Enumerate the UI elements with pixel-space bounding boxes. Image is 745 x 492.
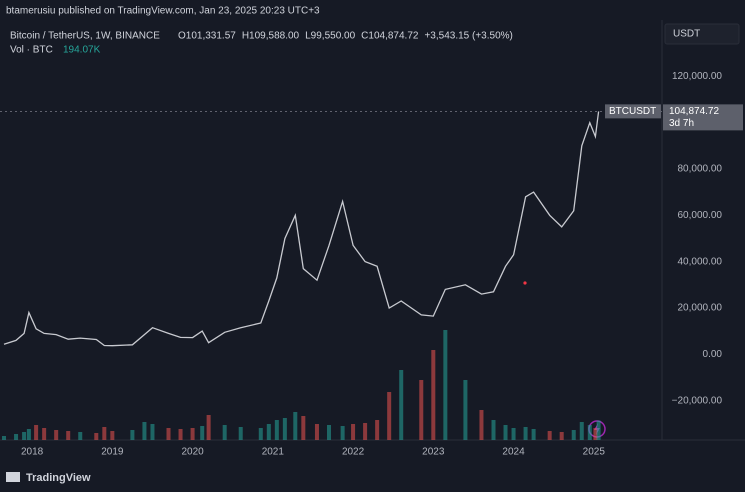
symbol-tag-box bbox=[605, 104, 661, 119]
x-tick-label: 2019 bbox=[101, 447, 124, 458]
volume-bar bbox=[511, 428, 516, 440]
volume-bar bbox=[491, 420, 496, 440]
x-tick-label: 2025 bbox=[583, 447, 606, 458]
volume-bar bbox=[387, 392, 392, 440]
volume-bar bbox=[130, 430, 135, 440]
y-tick-label: 120,000.00 bbox=[672, 71, 722, 82]
volume-bar bbox=[293, 412, 298, 440]
volume-bar bbox=[463, 380, 468, 440]
volume-bar bbox=[503, 425, 508, 440]
last-price: 104,874.72 bbox=[669, 106, 719, 117]
x-tick-label: 2018 bbox=[21, 447, 44, 458]
volume-bar bbox=[547, 431, 552, 440]
symbol-tag: BTCUSDT bbox=[609, 106, 656, 117]
volume-bar bbox=[314, 424, 319, 440]
volume-bar bbox=[200, 426, 205, 440]
volume-bar bbox=[258, 428, 263, 440]
volume-bar bbox=[166, 428, 171, 440]
volume-bar bbox=[102, 427, 107, 440]
symbol: Bitcoin / TetherUS, 1W, BINANCE bbox=[10, 31, 160, 42]
volume-bar bbox=[222, 425, 227, 440]
currency: USDT bbox=[673, 29, 700, 40]
volume-bar bbox=[266, 424, 271, 440]
volume-bar bbox=[142, 422, 147, 440]
y-tick-label: 20,000.00 bbox=[678, 303, 723, 314]
volume-bar bbox=[531, 429, 536, 440]
y-tick-label: 80,000.00 bbox=[678, 164, 723, 175]
volume-bar bbox=[150, 424, 155, 440]
volume-bar bbox=[14, 434, 19, 440]
y-tick-label: 0.00 bbox=[703, 349, 723, 360]
publisher-note: btamerusiu published on TradingView.com,… bbox=[6, 6, 320, 17]
volume-bar bbox=[190, 428, 195, 440]
volume-bar bbox=[178, 429, 183, 440]
volume-bar bbox=[579, 422, 584, 440]
volume-bar bbox=[351, 424, 356, 440]
volume-bar bbox=[26, 429, 31, 440]
volume-bar bbox=[587, 425, 592, 440]
ohlc-value: O101,331.57 bbox=[178, 31, 236, 42]
volume-bar bbox=[523, 427, 528, 440]
volume-bar bbox=[593, 428, 598, 440]
ohlc-value: L99,550.00 bbox=[305, 31, 355, 42]
volume-last: 194.07K bbox=[63, 45, 101, 56]
marker-dot bbox=[523, 281, 527, 285]
last-price-box bbox=[663, 104, 743, 131]
x-tick-label: 2020 bbox=[181, 447, 204, 458]
volume-label: Vol · BTC bbox=[10, 45, 53, 56]
volume-bar bbox=[399, 370, 404, 440]
volume-bar bbox=[78, 432, 83, 440]
volume-bar bbox=[340, 426, 345, 440]
volume-bar bbox=[375, 420, 380, 440]
volume-bar bbox=[238, 427, 243, 440]
volume-bar bbox=[66, 431, 71, 440]
volume-bar bbox=[22, 432, 27, 440]
volume-bar bbox=[419, 380, 424, 440]
ohlc-value: +3,543.15 (+3.50%) bbox=[424, 31, 512, 42]
volume-bar bbox=[326, 425, 331, 440]
volume-bar bbox=[301, 416, 306, 440]
volume-bar bbox=[571, 430, 576, 440]
x-tick-label: 2023 bbox=[422, 447, 445, 458]
ohlc-value: H109,588.00 bbox=[242, 31, 300, 42]
volume-bar bbox=[42, 428, 47, 440]
volume-bar bbox=[596, 420, 601, 440]
volume-bar bbox=[54, 430, 59, 440]
volume-bar bbox=[94, 433, 99, 440]
x-tick-label: 2021 bbox=[262, 447, 285, 458]
ohlc: O101,331.57 H109,588.00 L99,550.00 C104,874… bbox=[178, 31, 513, 42]
x-tick-label: 2024 bbox=[502, 447, 525, 458]
price-line bbox=[3, 111, 600, 347]
y-tick-label: 40,000.00 bbox=[678, 256, 723, 267]
volume-bar bbox=[479, 410, 484, 440]
ohlc-value: C104,874.72 bbox=[361, 31, 419, 42]
volume-bar bbox=[2, 436, 7, 440]
volume-bar bbox=[206, 415, 211, 440]
currency-box[interactable] bbox=[664, 23, 740, 45]
volume-bar bbox=[110, 431, 115, 440]
volume-bar bbox=[34, 425, 39, 440]
y-tick-label: 60,000.00 bbox=[678, 210, 723, 221]
y-tick-label: −20,000.00 bbox=[672, 395, 723, 406]
volume-bar bbox=[274, 420, 279, 440]
x-tick-label: 2022 bbox=[342, 447, 365, 458]
volume-bar bbox=[282, 418, 287, 440]
volume-bar bbox=[559, 432, 564, 440]
brand-logo bbox=[6, 472, 20, 482]
countdown: 3d 7h bbox=[669, 118, 694, 129]
brand: TradingView bbox=[26, 472, 91, 484]
volume-bar bbox=[431, 350, 436, 440]
volume-bar bbox=[363, 423, 368, 440]
volume-bar bbox=[443, 330, 448, 440]
